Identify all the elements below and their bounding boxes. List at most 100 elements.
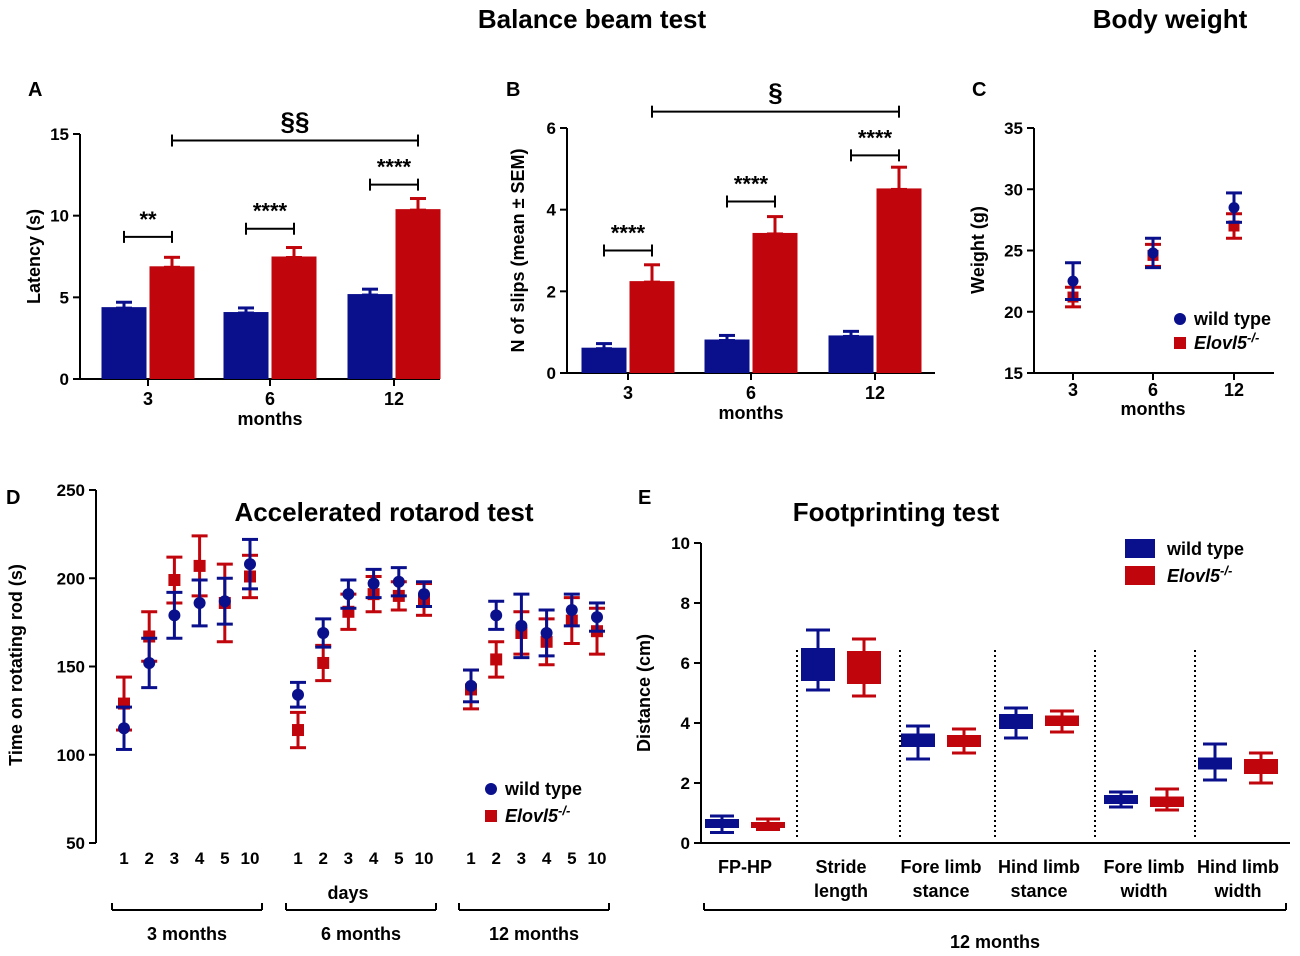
- legend-wt-label: wild type: [504, 779, 582, 799]
- wt-point: [1147, 247, 1159, 259]
- ko-box: [847, 651, 881, 684]
- wt-box: [999, 714, 1033, 729]
- ko-bar: [271, 256, 317, 379]
- legend-ko-label: Elovl5-/-: [1167, 563, 1232, 586]
- wt-bar: [101, 307, 147, 379]
- y-tick-label: 15: [1004, 364, 1023, 383]
- wt-point: [118, 722, 130, 735]
- body-weight-heading: Body weight: [1093, 4, 1248, 34]
- x-tick-label: 3: [1068, 380, 1078, 400]
- y-tick-label: 150: [57, 658, 85, 677]
- category-label: width: [1120, 881, 1168, 901]
- y-tick-label: 6: [547, 119, 556, 138]
- significance-label: **: [139, 207, 157, 232]
- x-tick-label: 12: [384, 389, 404, 409]
- y-tick-label: 50: [66, 834, 85, 853]
- x-tick-label: 12: [1224, 380, 1244, 400]
- day-tick-label: 1: [466, 849, 475, 868]
- category-label: length: [814, 881, 868, 901]
- category-label: Hind limb: [1197, 857, 1279, 877]
- y-tick-label: 10: [671, 534, 690, 553]
- wt-point: [565, 604, 578, 617]
- ko-bar: [876, 188, 922, 373]
- wt-point: [418, 588, 430, 601]
- y-tick-label: 10: [50, 207, 69, 226]
- y-tick-label: 2: [547, 282, 556, 301]
- group-label: 6 months: [321, 924, 401, 944]
- y-axis-label: Weight (g): [968, 206, 988, 294]
- panel-label-C: C: [972, 79, 986, 101]
- y-tick-label: 200: [57, 569, 85, 588]
- wt-point: [591, 611, 603, 624]
- significance-label: ****: [611, 221, 646, 246]
- balance-beam-heading: Balance beam test: [478, 4, 707, 34]
- category-label: Fore limb: [900, 857, 981, 877]
- significance-label: ****: [377, 155, 412, 180]
- wt-point: [367, 577, 380, 590]
- category-label: stance: [1010, 881, 1067, 901]
- legend-wt-marker: [1125, 539, 1155, 558]
- group-label: 3 months: [147, 924, 227, 944]
- category-label: Fore limb: [1103, 857, 1184, 877]
- wt-point: [515, 619, 528, 632]
- y-tick-label: 0: [681, 834, 690, 853]
- y-tick-label: 30: [1004, 180, 1023, 199]
- day-tick-label: 3: [517, 849, 526, 868]
- y-tick-label: 35: [1004, 119, 1023, 138]
- day-tick-label: 4: [542, 849, 552, 868]
- x-axis-label: 12 months: [950, 932, 1040, 952]
- legend-ko-marker: [1174, 337, 1186, 349]
- day-tick-label: 5: [567, 849, 576, 868]
- panel-label-D: D: [6, 487, 20, 509]
- wt-point: [218, 595, 231, 608]
- category-label: Hind limb: [998, 857, 1080, 877]
- category-label: width: [1214, 881, 1262, 901]
- y-tick-label: 0: [60, 370, 69, 389]
- panel-label-A: A: [28, 79, 42, 101]
- y-tick-label: 8: [681, 594, 690, 613]
- x-tick-label: 3: [623, 383, 633, 403]
- day-tick-label: 1: [293, 849, 302, 868]
- wt-box: [801, 648, 835, 681]
- y-tick-label: 250: [57, 481, 85, 500]
- panel-label-B: B: [506, 79, 520, 101]
- day-tick-label: 2: [318, 849, 327, 868]
- wt-bar: [704, 339, 750, 373]
- day-tick-label: 5: [394, 849, 403, 868]
- day-tick-label: 4: [369, 849, 379, 868]
- wt-point: [143, 656, 156, 669]
- significance-label: ****: [858, 125, 893, 150]
- day-tick-label: 3: [344, 849, 353, 868]
- y-tick-label: 100: [57, 746, 85, 765]
- legend-ko-marker: [1125, 566, 1155, 585]
- significance-label: ****: [734, 172, 769, 197]
- significance-label: §§: [281, 107, 310, 137]
- legend-wt-label: wild type: [1193, 309, 1271, 329]
- category-label: Stride: [815, 857, 866, 877]
- wt-point: [168, 609, 181, 622]
- x-tick-label: 6: [265, 389, 275, 409]
- wt-point: [342, 588, 355, 601]
- wt-point: [292, 688, 304, 701]
- wt-point: [490, 609, 503, 622]
- panel-label-E: E: [638, 487, 651, 509]
- legend-ko-label: Elovl5-/-: [505, 803, 570, 826]
- day-tick-label: 10: [415, 849, 434, 868]
- wt-bar: [828, 335, 874, 373]
- y-tick-label: 4: [547, 201, 557, 220]
- y-tick-label: 2: [681, 774, 690, 793]
- legend-wt-label: wild type: [1166, 539, 1244, 559]
- y-axis-label: N of slips (mean ± SEM): [508, 149, 528, 353]
- day-tick-label: 2: [144, 849, 153, 868]
- day-tick-label: 3: [170, 849, 179, 868]
- day-tick-label: 1: [119, 849, 128, 868]
- ko-bar: [149, 266, 195, 379]
- x-axis-label: days: [327, 883, 368, 903]
- significance-label: §: [768, 78, 782, 108]
- wt-point: [465, 679, 477, 692]
- day-tick-label: 5: [220, 849, 229, 868]
- footprint-heading: Footprinting test: [793, 497, 1000, 527]
- legend-wt-marker: [1174, 313, 1186, 325]
- ko-point: [490, 653, 503, 666]
